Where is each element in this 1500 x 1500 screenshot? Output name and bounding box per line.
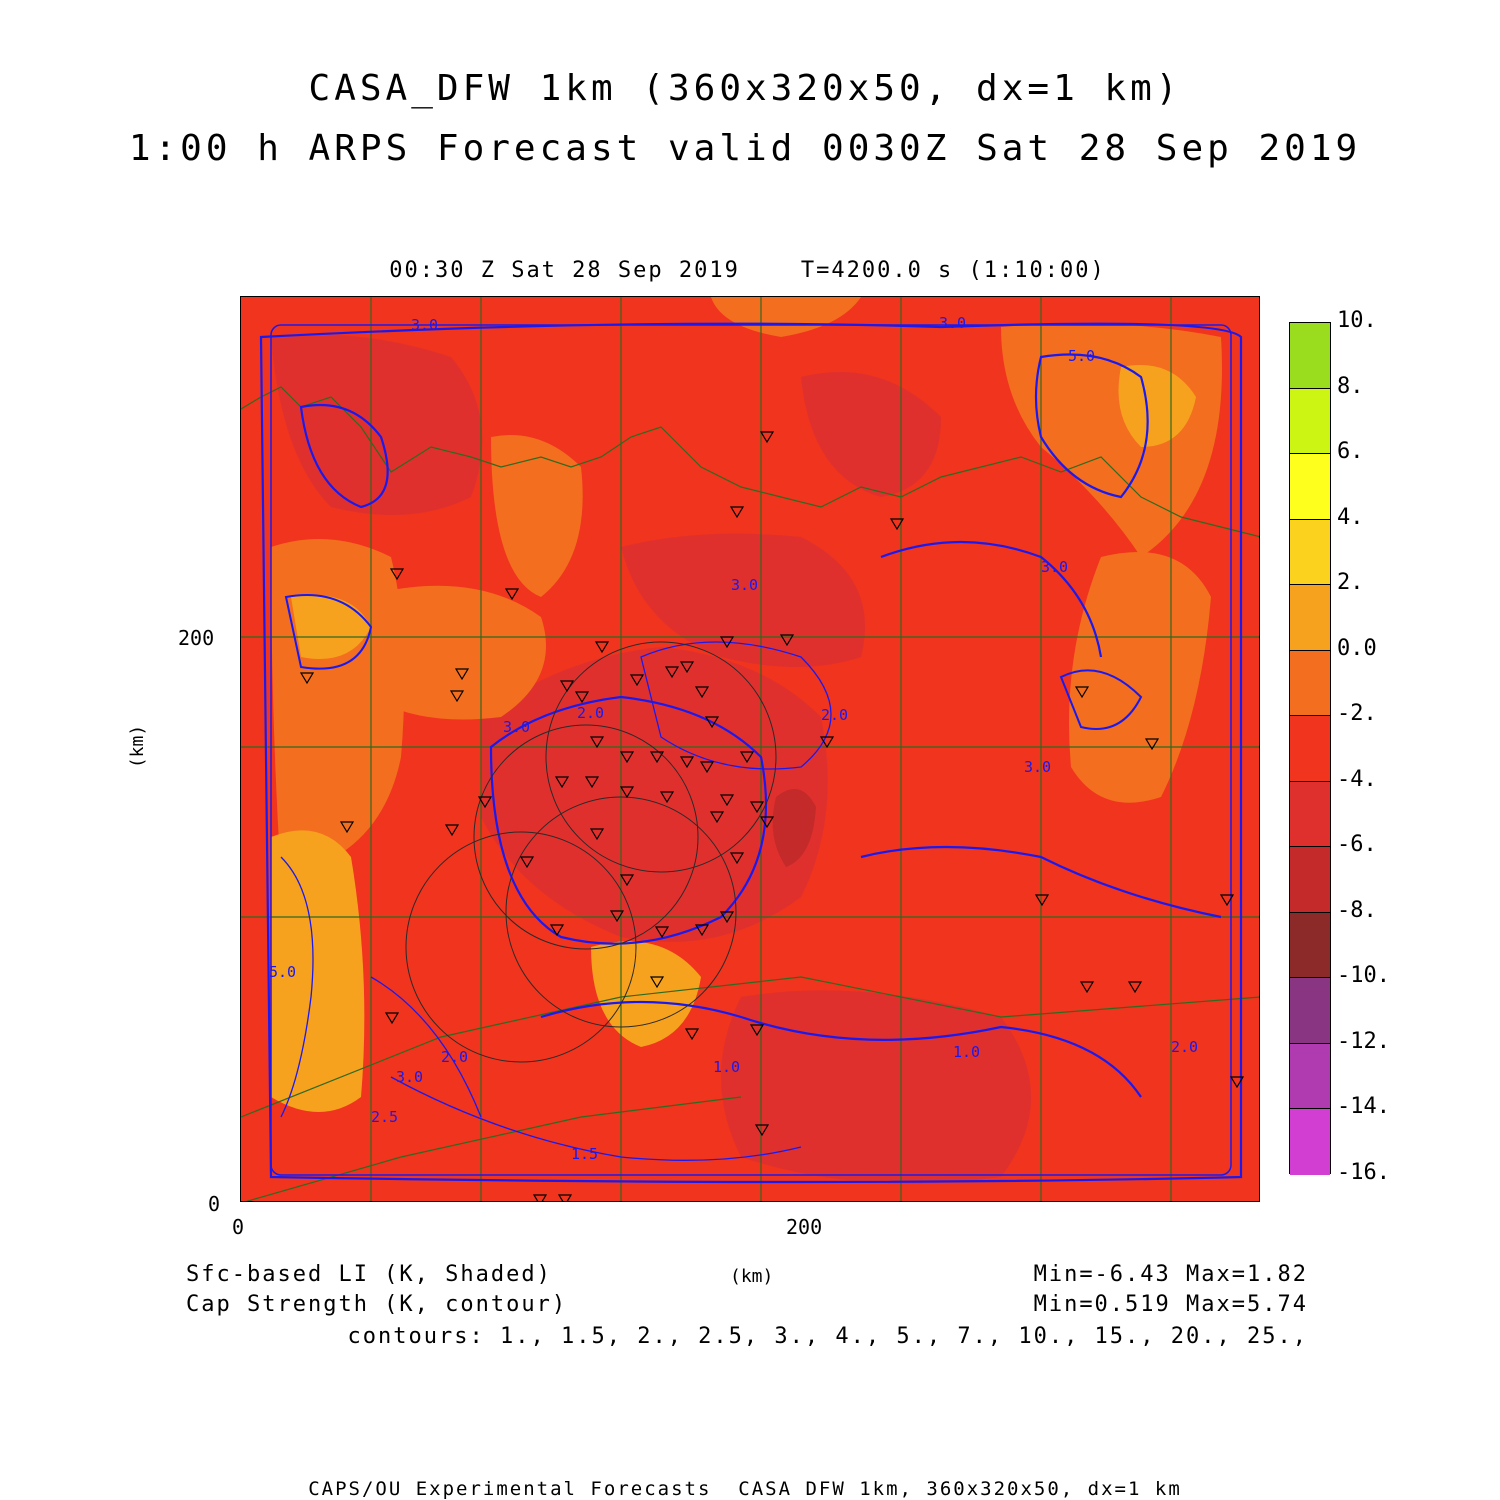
li-region — [711, 297, 861, 337]
contour-label: 2.0 — [441, 1048, 468, 1066]
contour-label: 5.0 — [1068, 347, 1095, 365]
shaded-min-max: Min=-6.43 Max=1.82 — [1033, 1262, 1308, 1287]
li-region — [361, 585, 546, 720]
footer-credit: CAPS/OU Experimental Forecasts CASA DFW … — [308, 1478, 1182, 1500]
contour-label: 2.0 — [577, 704, 604, 722]
x-tick-label: 200 — [786, 1215, 823, 1239]
contour-labels: 3.0 3.0 5.0 3.0 3.0 2.0 3.0 2.0 3.0 5.0 … — [269, 314, 1198, 1163]
li-region — [291, 595, 371, 659]
contour-label: 2.5 — [371, 1108, 398, 1126]
contour-label: 5.0 — [269, 963, 296, 981]
radar-ring — [405, 831, 637, 1063]
colorbar-tick-label: -8. — [1337, 897, 1377, 923]
colorbar-tick-label: 6. — [1337, 439, 1364, 465]
colorbar-tick-label: 2. — [1337, 570, 1364, 596]
colorbar-tick-label: 0.0 — [1337, 635, 1377, 661]
li-region-max — [271, 830, 365, 1112]
li-region — [621, 533, 865, 667]
colorbar-segment — [1290, 1109, 1330, 1175]
y-axis-label: (km) — [127, 724, 149, 769]
colorbar-segment — [1290, 781, 1330, 848]
contour-label: 3.0 — [503, 718, 530, 736]
contour-label: 3.0 — [411, 316, 438, 334]
colorbar-segment — [1290, 585, 1330, 651]
contour-label: 2.0 — [1171, 1038, 1198, 1056]
colorbar-segment — [1290, 912, 1330, 979]
radar-ring — [473, 724, 699, 950]
li-region — [1069, 552, 1211, 803]
x-axis-label: (km) — [730, 1266, 774, 1287]
colorbar-segment — [1290, 716, 1330, 782]
colorbar-segment — [1290, 388, 1330, 455]
colorbar — [1289, 322, 1331, 1175]
contour-label: 3.0 — [731, 576, 758, 594]
x-tick-label: 0 — [232, 1215, 245, 1239]
cap-strength-contours — [259, 322, 1243, 1184]
colorbar-tick-label: -14. — [1337, 1094, 1390, 1120]
li-region — [481, 647, 828, 942]
colorbar-tick-label: 4. — [1337, 504, 1364, 530]
colorbar-tick-label: -6. — [1337, 832, 1377, 858]
contour-label: 1.5 — [571, 1145, 598, 1163]
contour-label: 1.0 — [713, 1058, 740, 1076]
contour-label: 3.0 — [396, 1068, 423, 1086]
colorbar-tick-label: 8. — [1337, 373, 1364, 399]
contour-levels: contours: 1., 1.5, 2., 2.5, 3., 4., 5., … — [347, 1324, 1308, 1349]
li-region — [491, 435, 583, 597]
colorbar-segment — [1290, 847, 1330, 913]
figure-title-line2: 1:00 h ARPS Forecast valid 0030Z Sat 28 … — [128, 128, 1362, 169]
colorbar-tick-label: -16. — [1337, 1160, 1390, 1185]
radar-ring — [505, 796, 737, 1028]
li-region-min — [772, 789, 816, 867]
li-region — [801, 372, 941, 497]
y-tick-label: 200 — [178, 626, 215, 650]
colorbar-segment — [1290, 519, 1330, 586]
figure-title-line1: CASA_DFW 1km (360x320x50, dx=1 km) — [308, 68, 1182, 109]
contour-label: 1.0 — [953, 1043, 980, 1061]
colorbar-tick-label: -4. — [1337, 766, 1377, 792]
y-tick-label: 0 — [208, 1192, 221, 1216]
li-region — [721, 990, 1031, 1184]
contour-label: 3.0 — [1024, 758, 1051, 776]
colorbar-segment — [1290, 454, 1330, 520]
colorbar-segment — [1290, 323, 1330, 389]
colorbar-segment — [1290, 978, 1330, 1044]
station-markers — [299, 431, 1245, 1201]
colorbar-tick-label: 10. — [1337, 308, 1377, 333]
colorbar-tick-label: -2. — [1337, 701, 1377, 727]
colorbar-segment — [1290, 1043, 1330, 1110]
li-region — [1118, 365, 1196, 447]
colorbar-segment — [1290, 650, 1330, 717]
colorbar-tick-label: -10. — [1337, 963, 1390, 989]
map-plot-area: 3.0 3.0 5.0 3.0 3.0 2.0 3.0 2.0 3.0 5.0 … — [240, 296, 1260, 1202]
map-svg: 3.0 3.0 5.0 3.0 3.0 2.0 3.0 2.0 3.0 5.0 … — [241, 297, 1259, 1201]
contour-label: 2.0 — [821, 706, 848, 724]
radar-range-rings — [405, 641, 777, 1063]
radar-ring — [545, 641, 777, 873]
contour-min-max: Min=0.519 Max=5.74 — [1033, 1292, 1308, 1317]
colorbar-tick-label: -12. — [1337, 1028, 1390, 1054]
plot-subtitle: 00:30 Z Sat 28 Sep 2019 T=4200.0 s (1:10… — [389, 258, 1106, 283]
shaded-field-legend: Sfc-based LI (K, Shaded) — [186, 1262, 552, 1287]
li-region — [271, 334, 483, 515]
contour-field-legend: Cap Strength (K, contour) — [186, 1292, 568, 1317]
contour-label: 3.0 — [939, 314, 966, 332]
contour-label: 3.0 — [1041, 558, 1068, 576]
